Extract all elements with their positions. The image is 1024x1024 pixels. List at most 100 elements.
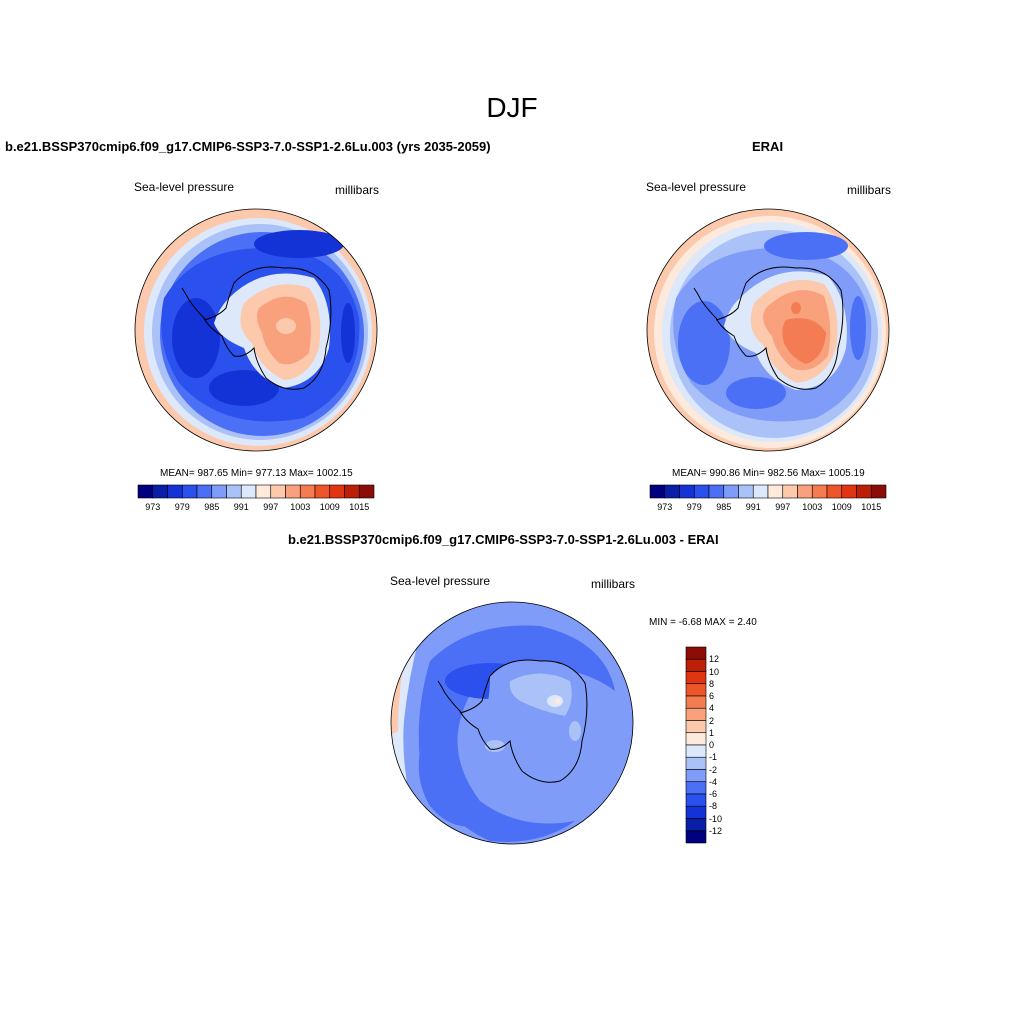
colorbar-tick-label: 12 [709, 654, 720, 665]
colorbar-swatch [856, 484, 872, 499]
colorbar-swatch [270, 484, 286, 499]
colorbar-swatch [782, 484, 798, 499]
colorbar-tick-label: 985 [716, 502, 732, 512]
colorbar-swatch [344, 484, 360, 499]
obs-colorbar-labels: 973 979 985 991 997 1003 1009 1015 [650, 502, 886, 514]
colorbar-swatch [738, 484, 754, 499]
colorbar-swatch [240, 484, 257, 499]
colorbar-swatch [649, 484, 666, 499]
colorbar-tick-label: 991 [745, 502, 761, 512]
model-variable-label: Sea-level pressure [134, 180, 235, 194]
colorbar-swatch [226, 484, 242, 499]
colorbar-swatch [685, 818, 707, 832]
model-polar-map [134, 208, 378, 452]
colorbar-swatch [299, 484, 316, 499]
colorbar-swatch [358, 484, 375, 499]
colorbar-swatch [152, 484, 168, 499]
colorbar-swatch [685, 683, 707, 697]
diff-units-label: millibars [591, 577, 636, 591]
diff-colorbar [685, 646, 707, 844]
colorbar-swatch [767, 484, 784, 499]
colorbar-tick-label: -10 [709, 813, 723, 824]
colorbar-swatch [685, 695, 707, 709]
figure-title: DJF [486, 92, 538, 123]
colorbar-tick-label: 973 [145, 502, 161, 512]
colorbar-tick-label: 979 [686, 502, 702, 512]
colorbar-tick-label: 6 [709, 691, 715, 701]
model-units-label: millibars [335, 183, 380, 197]
colorbar-tick-label: 1009 [319, 502, 340, 512]
colorbar-tick-label: 1009 [831, 502, 852, 512]
colorbar-swatch [752, 484, 769, 499]
colorbar-swatch [314, 484, 331, 499]
model-panel-title: b.e21.BSSP370cmip6.f09_g17.CMIP6-SSP3-7.… [5, 139, 491, 154]
colorbar-tick-label: 973 [657, 502, 673, 512]
colorbar-tick-label: 2 [709, 715, 715, 726]
colorbar-tick-label: 1003 [802, 502, 823, 512]
colorbar-swatch [196, 484, 213, 499]
colorbar-tick-label: 1015 [349, 502, 370, 512]
colorbar-tick-label: -12 [709, 825, 723, 836]
diff-polar-map [390, 601, 634, 845]
colorbar-tick-label: 8 [709, 678, 715, 689]
colorbar-swatch [167, 484, 183, 499]
colorbar-swatch [811, 484, 828, 499]
colorbar-swatch [708, 484, 725, 499]
colorbar-swatch [685, 646, 707, 660]
obs-polar-map [646, 208, 890, 452]
colorbar-tick-label: -6 [709, 789, 718, 799]
obs-units-label: millibars [847, 183, 892, 197]
colorbar-swatch [329, 484, 345, 499]
colorbar-tick-label: -1 [709, 752, 718, 763]
colorbar-swatch [211, 484, 227, 499]
colorbar-tick-label: -4 [709, 776, 718, 787]
colorbar-swatch [685, 781, 707, 795]
colorbar-swatch [685, 732, 707, 746]
colorbar-swatch [679, 484, 695, 499]
colorbar-tick-label: 997 [263, 502, 279, 512]
model-colorbar [137, 484, 375, 499]
colorbar-swatch [685, 658, 707, 672]
colorbar-tick-label: 991 [233, 502, 249, 512]
colorbar-swatch [255, 484, 272, 499]
colorbar-swatch [693, 484, 710, 499]
colorbar-swatch [685, 707, 707, 721]
colorbar-swatch [685, 769, 707, 783]
colorbar-swatch [685, 720, 707, 734]
colorbar-tick-label: 0 [709, 740, 715, 750]
colorbar-swatch [664, 484, 680, 499]
obs-panel-title: ERAI [752, 139, 784, 154]
colorbar-tick-label: 1 [709, 727, 715, 738]
colorbar-swatch [685, 830, 707, 844]
colorbar-tick-label: 1003 [290, 502, 311, 512]
obs-stats: MEAN= 990.86 Min= 982.56 Max= 1005.19 [672, 468, 865, 479]
colorbar-swatch [797, 484, 813, 499]
colorbar-tick-label: 985 [204, 502, 220, 512]
colorbar-swatch [685, 756, 707, 770]
diff-variable-label: Sea-level pressure [390, 574, 491, 588]
colorbar-swatch [841, 484, 857, 499]
diff-colorbar-labels: 12 10 8 6 4 2 1 0 -1 -2 -4 -6 -8 -10 -12 [709, 647, 739, 843]
colorbar-swatch [685, 805, 707, 819]
colorbar-tick-label: -2 [709, 764, 718, 775]
model-colorbar-labels: 973 979 985 991 997 1003 1009 1015 [138, 502, 374, 514]
colorbar-tick-label: 10 [709, 666, 720, 677]
model-stats: MEAN= 987.65 Min= 977.13 Max= 1002.15 [160, 468, 353, 479]
colorbar-swatch [685, 744, 707, 758]
obs-colorbar [649, 484, 887, 499]
colorbar-tick-label: 1015 [861, 502, 882, 512]
colorbar-swatch [181, 484, 198, 499]
colorbar-swatch [826, 484, 843, 499]
colorbar-tick-label: 997 [775, 502, 791, 512]
colorbar-tick-label: 4 [709, 703, 715, 714]
colorbar-tick-label: 979 [174, 502, 190, 512]
diff-stats: MIN = -6.68 MAX = 2.40 [649, 617, 757, 628]
diff-panel-title: b.e21.BSSP370cmip6.f09_g17.CMIP6-SSP3-7.… [288, 532, 719, 547]
colorbar-swatch [285, 484, 301, 499]
colorbar-tick-label: -8 [709, 801, 718, 812]
colorbar-swatch [685, 793, 707, 807]
obs-variable-label: Sea-level pressure [646, 180, 747, 194]
colorbar-swatch [870, 484, 887, 499]
colorbar-swatch [137, 484, 154, 499]
colorbar-swatch [723, 484, 739, 499]
